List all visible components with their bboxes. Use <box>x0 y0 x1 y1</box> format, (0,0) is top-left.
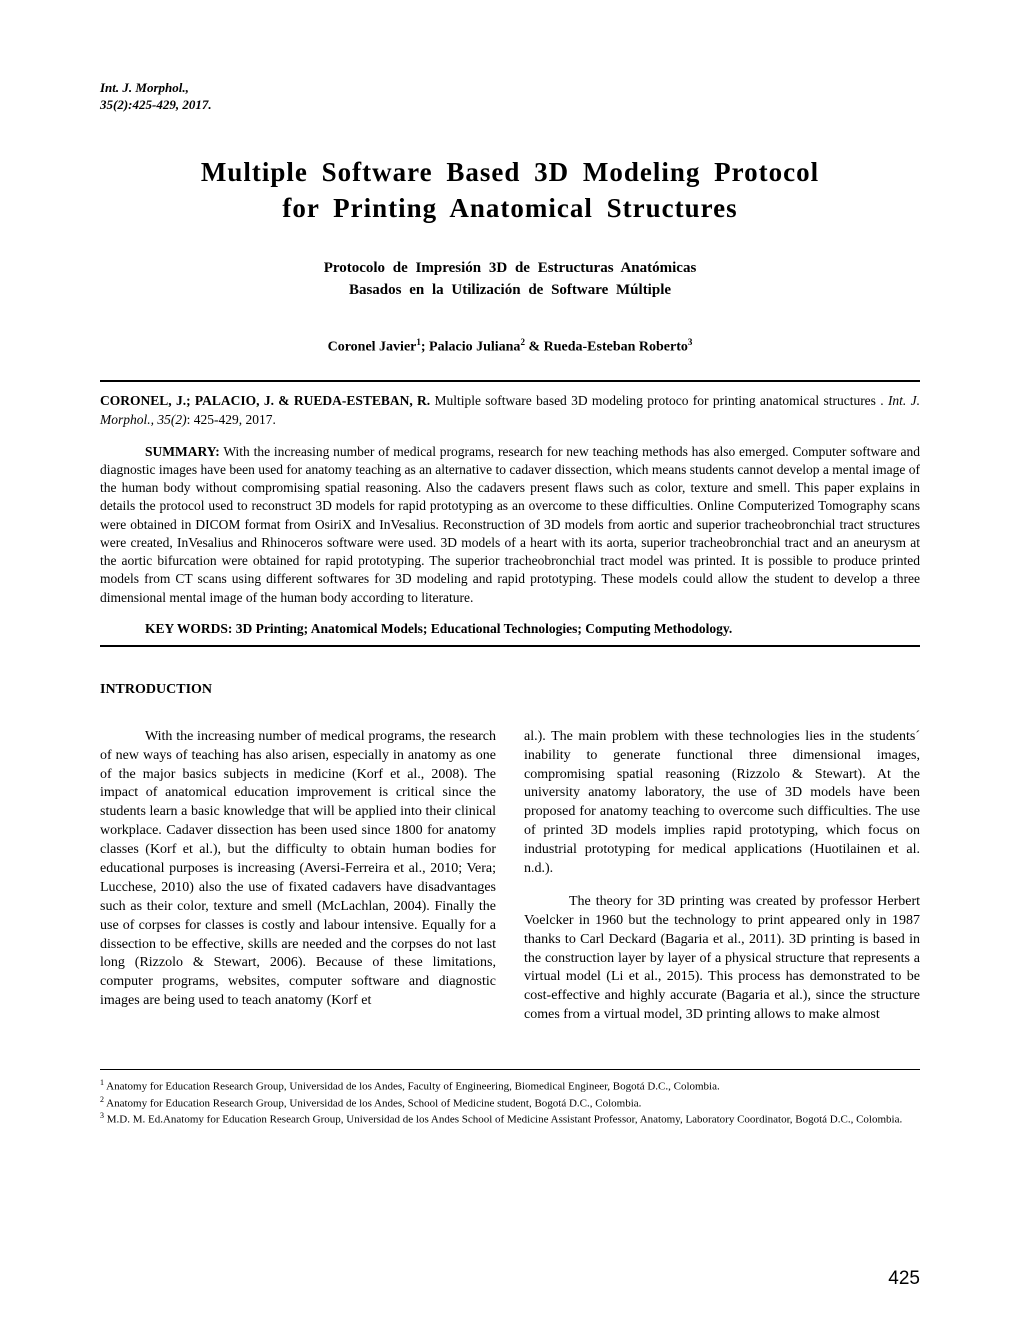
journal-issue: 35(2):425-429, 2017. <box>100 97 920 114</box>
footnote-2-text: Anatomy for Education Research Group, Un… <box>106 1097 641 1109</box>
citation-authors: CORONEL, J.; PALACIO, J. & RUEDA-ESTEBAN… <box>100 393 430 408</box>
footnote-3-text: M.D. M. Ed.Anatomy for Education Researc… <box>107 1114 902 1126</box>
footnote-3: 3 M.D. M. Ed.Anatomy for Education Resea… <box>100 1111 920 1128</box>
top-rule <box>100 380 920 382</box>
title-es-line1: Protocolo de Impresión 3D de Estructuras… <box>324 260 697 276</box>
summary-label: SUMMARY: <box>145 444 220 459</box>
citation-text: Multiple software based 3D modeling prot… <box>430 393 888 408</box>
paragraph: The theory for 3D printing was created b… <box>524 893 920 1025</box>
citation-tail: : 425-429, 2017. <box>187 412 276 427</box>
paragraph: With the increasing number of medical pr… <box>100 728 496 1011</box>
authors-line: Coronel Javier1; Palacio Juliana2 & Rued… <box>100 337 920 356</box>
summary-text: With the increasing number of medical pr… <box>100 444 920 605</box>
journal-header: Int. J. Morphol., 35(2):425-429, 2017. <box>100 80 920 114</box>
footnote-2: 2 Anatomy for Education Research Group, … <box>100 1095 920 1112</box>
section-heading-introduction: INTRODUCTION <box>100 682 920 698</box>
body-columns: With the increasing number of medical pr… <box>100 728 920 1039</box>
keywords-line: KEY WORDS: 3D Printing; Anatomical Model… <box>145 621 920 637</box>
footnotes-rule <box>100 1069 920 1070</box>
title-en-line1: Multiple Software Based 3D Modeling Prot… <box>201 157 819 187</box>
bottom-rule <box>100 645 920 647</box>
paragraph: al.). The main problem with these techno… <box>524 728 920 879</box>
column-right: al.). The main problem with these techno… <box>524 728 920 1039</box>
column-left: With the increasing number of medical pr… <box>100 728 496 1039</box>
footnote-1: 1 Anatomy for Education Research Group, … <box>100 1078 920 1095</box>
article-title-es: Protocolo de Impresión 3D de Estructuras… <box>100 257 920 302</box>
page-number: 425 <box>888 1268 920 1290</box>
footnotes: 1 Anatomy for Education Research Group, … <box>100 1078 920 1128</box>
title-es-line2: Basados en la Utilización de Software Mú… <box>349 282 671 298</box>
footnote-1-text: Anatomy for Education Research Group, Un… <box>106 1081 720 1093</box>
article-title-en: Multiple Software Based 3D Modeling Prot… <box>100 154 920 227</box>
title-en-line2: for Printing Anatomical Structures <box>282 193 737 223</box>
journal-name: Int. J. Morphol., <box>100 80 920 97</box>
summary-block: SUMMARY: With the increasing number of m… <box>100 443 920 607</box>
citation-block: CORONEL, J.; PALACIO, J. & RUEDA-ESTEBAN… <box>100 392 920 428</box>
